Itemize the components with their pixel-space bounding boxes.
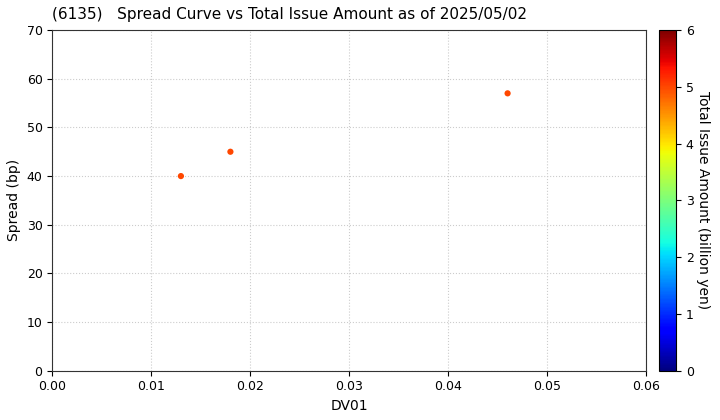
X-axis label: DV01: DV01 (330, 399, 368, 413)
Point (175, 173, 186, 179)
Point (502, 90, 513, 97)
Y-axis label: Spread (bp): Spread (bp) (7, 159, 21, 242)
Point (225, 148, 236, 155)
Y-axis label: Total Issue Amount (billion yen): Total Issue Amount (billion yen) (696, 92, 711, 310)
Text: (6135)   Spread Curve vs Total Issue Amount as of 2025/05/02: (6135) Spread Curve vs Total Issue Amoun… (53, 7, 527, 22)
